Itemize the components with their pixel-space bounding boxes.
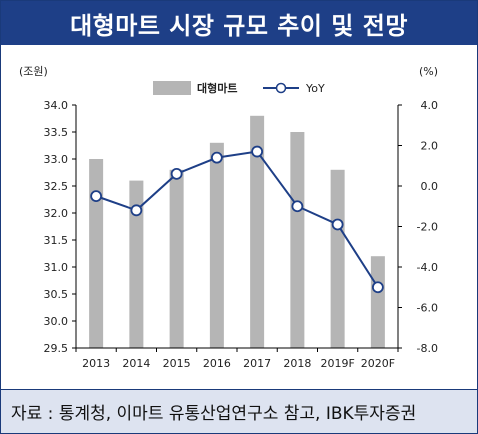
x-tick-label-2019F: 2019F <box>320 357 354 370</box>
legend-line-marker <box>275 82 287 94</box>
x-tick-label-2017: 2017 <box>243 357 271 370</box>
right-tick-label: -4.0 <box>417 261 438 274</box>
yoy-point-2019F <box>331 218 344 231</box>
yoy-point-2013 <box>90 190 103 203</box>
left-tick-label: 31.0 <box>44 261 69 274</box>
yoy-point-2016 <box>210 151 223 164</box>
chart-area: 34.0 33.5 33.0 32.5 32.0 31.5 31.0 30.5 30.0 29.5… <box>19 65 439 370</box>
bar-2020F <box>370 256 385 348</box>
x-tick-label-2016: 2016 <box>203 357 231 370</box>
left-tick-label: 29.5 <box>44 342 69 355</box>
bar-2016 <box>209 142 224 348</box>
left-tick-label: 34.0 <box>44 99 69 112</box>
source-note: 자료 : 통계청, 이마트 유통산업연구소 참고, IBK투자증권 <box>1 389 477 433</box>
x-tick-label-2020F: 2020F <box>361 357 395 370</box>
x-tick-label-2013: 2013 <box>82 357 110 370</box>
yoy-line <box>95 150 379 288</box>
bar-2015 <box>169 169 184 348</box>
left-tick-label: 33.5 <box>44 126 69 139</box>
x-tick-label-2018: 2018 <box>283 357 311 370</box>
yoy-point-2014 <box>130 204 143 217</box>
bar-2019F <box>330 169 345 348</box>
bar-2014 <box>129 180 144 348</box>
right-tick-label: -6.0 <box>417 302 438 315</box>
yoy-point-2017 <box>251 145 264 158</box>
bar-2017 <box>250 115 265 348</box>
chart-title: 대형마트 시장 규모 추이 및 전망 <box>1 1 477 45</box>
legend-line-label: YoY <box>305 82 325 95</box>
right-tick-label: -2.0 <box>417 221 438 234</box>
left-tick-label: 32.5 <box>44 180 69 193</box>
yoy-point-2018 <box>291 200 304 213</box>
x-tick-label-2014: 2014 <box>122 357 150 370</box>
bar-2013 <box>89 159 104 348</box>
left-axis-unit: (조원) <box>19 65 48 78</box>
right-tick-label: -8.0 <box>417 342 438 355</box>
yoy-point-2015 <box>170 167 183 180</box>
left-tick-label: 33.0 <box>44 153 69 166</box>
left-tick-label: 32.0 <box>44 207 69 220</box>
left-tick-label: 30.0 <box>44 315 69 328</box>
right-tick-label: 4.0 <box>421 99 439 112</box>
left-tick-label: 31.5 <box>44 234 69 247</box>
legend-bar-swatch <box>153 81 191 95</box>
legend-bar-label: 대형마트 <box>197 81 237 95</box>
x-tick-label-2015: 2015 <box>163 357 191 370</box>
right-tick-label: 0.0 <box>421 180 439 193</box>
yoy-point-2020F <box>371 281 384 294</box>
bar-2018 <box>290 132 305 348</box>
right-axis-unit: (%) <box>419 65 438 78</box>
left-tick-label: 30.5 <box>44 288 69 301</box>
right-tick-label: 2.0 <box>421 140 439 153</box>
